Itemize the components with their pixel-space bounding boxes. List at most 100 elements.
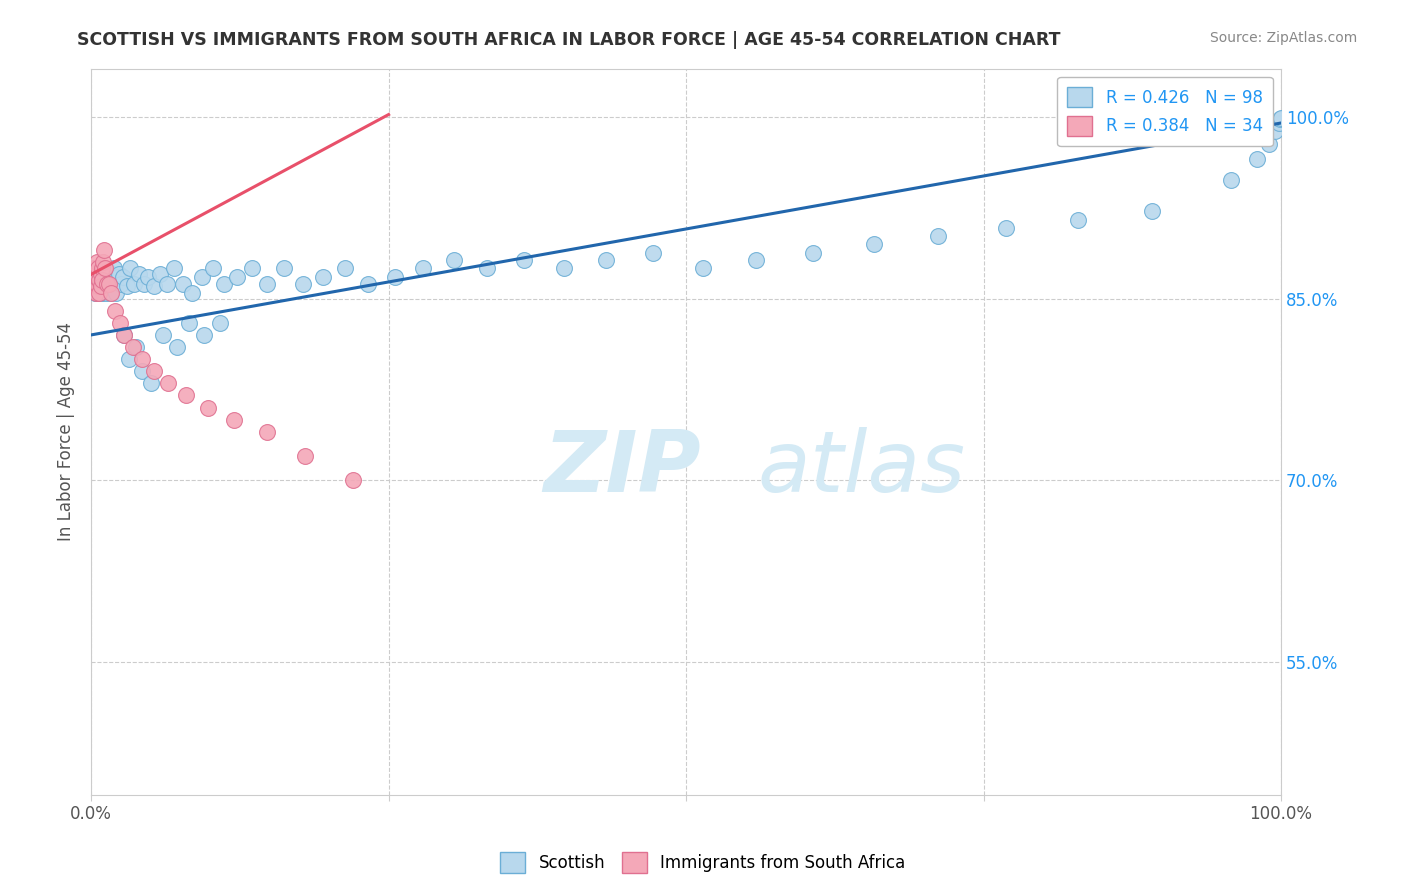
Point — [100, 285, 122, 300]
Point — [90, 268, 112, 282]
Point — [384, 269, 406, 284]
Point — [84, 285, 107, 300]
Point — [553, 261, 575, 276]
Point — [86, 273, 108, 287]
Point — [87, 279, 110, 293]
Point — [98, 282, 121, 296]
Point — [1142, 204, 1164, 219]
Point — [176, 388, 198, 402]
Point — [90, 273, 112, 287]
Point — [152, 327, 174, 342]
Point — [83, 268, 105, 282]
Point — [214, 277, 236, 291]
Point — [89, 261, 111, 276]
Point — [86, 261, 108, 276]
Point — [143, 279, 166, 293]
Point — [166, 340, 188, 354]
Point — [107, 268, 129, 282]
Point — [84, 261, 107, 276]
Point — [90, 261, 112, 276]
Point — [105, 285, 128, 300]
Point — [115, 279, 138, 293]
Point — [641, 245, 664, 260]
Point — [93, 261, 115, 276]
Point — [156, 277, 179, 291]
Point — [91, 255, 114, 269]
Point — [93, 273, 115, 287]
Point — [1258, 136, 1281, 151]
Point — [1220, 173, 1243, 187]
Point — [87, 268, 110, 282]
Point — [120, 261, 142, 276]
Point — [90, 269, 112, 284]
Point — [131, 364, 153, 378]
Point — [342, 473, 364, 487]
Point — [93, 243, 115, 257]
Point — [83, 268, 105, 282]
Point — [149, 268, 172, 282]
Point — [105, 269, 128, 284]
Point — [595, 252, 617, 267]
Point — [692, 261, 714, 276]
Point — [112, 269, 135, 284]
Point — [84, 279, 107, 293]
Point — [98, 265, 121, 279]
Point — [118, 352, 141, 367]
Point — [443, 252, 465, 267]
Point — [191, 269, 214, 284]
Point — [96, 277, 118, 291]
Point — [312, 269, 335, 284]
Point — [1268, 112, 1291, 127]
Point — [87, 261, 110, 276]
Point — [83, 279, 105, 293]
Point — [157, 376, 180, 391]
Point — [104, 277, 127, 291]
Point — [86, 255, 108, 269]
Point — [801, 245, 824, 260]
Point — [90, 277, 112, 291]
Point — [96, 273, 118, 287]
Point — [240, 261, 263, 276]
Point — [101, 269, 124, 284]
Point — [83, 285, 105, 300]
Point — [201, 261, 224, 276]
Y-axis label: In Labor Force | Age 45-54: In Labor Force | Age 45-54 — [58, 322, 75, 541]
Text: Source: ZipAtlas.com: Source: ZipAtlas.com — [1209, 31, 1357, 45]
Point — [125, 340, 148, 354]
Point — [136, 269, 159, 284]
Point — [273, 261, 295, 276]
Point — [96, 285, 118, 300]
Point — [208, 316, 231, 330]
Point — [131, 352, 153, 367]
Point — [103, 261, 125, 276]
Point — [104, 303, 127, 318]
Point — [89, 282, 111, 296]
Point — [745, 252, 768, 267]
Point — [256, 277, 278, 291]
Point — [863, 237, 886, 252]
Point — [89, 285, 111, 300]
Point — [98, 277, 121, 291]
Point — [83, 261, 105, 276]
Point — [94, 268, 117, 282]
Point — [108, 316, 131, 330]
Point — [163, 261, 186, 276]
Point — [87, 285, 110, 300]
Point — [513, 252, 536, 267]
Point — [143, 364, 166, 378]
Point — [89, 273, 111, 287]
Point — [90, 261, 112, 276]
Point — [87, 279, 110, 293]
Point — [90, 268, 112, 282]
Legend: Scottish, Immigrants from South Africa: Scottish, Immigrants from South Africa — [494, 846, 912, 880]
Point — [121, 340, 143, 354]
Point — [1066, 213, 1088, 227]
Point — [97, 277, 120, 291]
Point — [412, 261, 434, 276]
Point — [197, 401, 219, 415]
Point — [172, 277, 194, 291]
Point — [1246, 153, 1268, 167]
Point — [1267, 116, 1289, 130]
Point — [114, 327, 136, 342]
Point — [193, 327, 215, 342]
